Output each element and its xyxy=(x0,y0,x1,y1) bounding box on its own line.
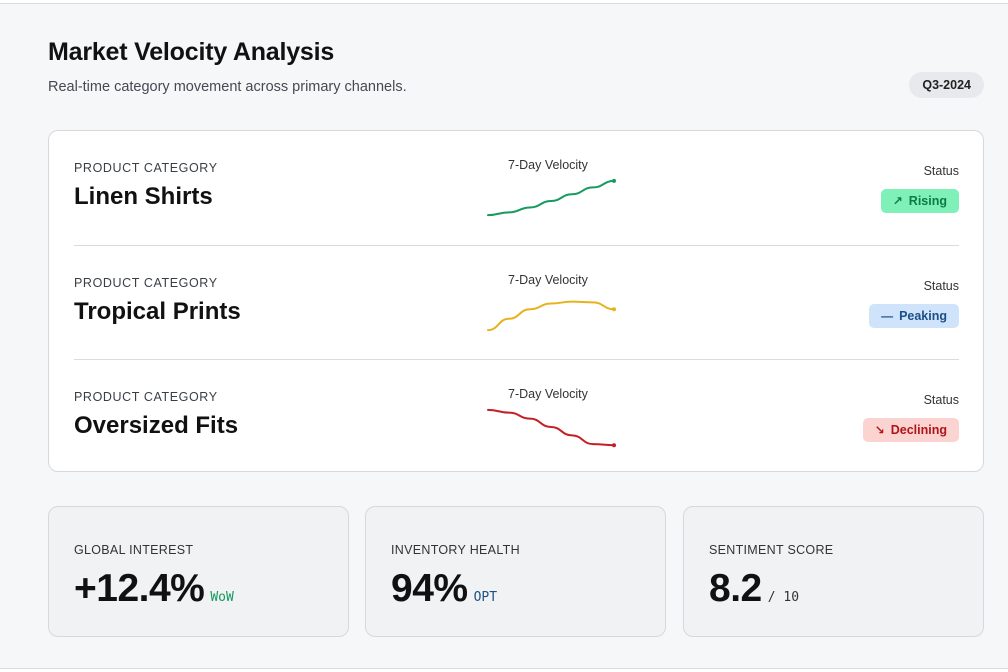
category-label: PRODUCT CATEGORY xyxy=(74,161,218,175)
category-label: PRODUCT CATEGORY xyxy=(74,390,218,404)
category-label: PRODUCT CATEGORY xyxy=(74,276,218,290)
velocity-sparkline xyxy=(487,300,616,332)
velocity-label: 7-Day Velocity xyxy=(508,387,588,401)
metric-value-line: +12.4% WoW xyxy=(74,567,234,611)
status-label: Status xyxy=(923,164,959,178)
metric-label: GLOBAL INTEREST xyxy=(74,543,194,557)
category-row-oversized-fits[interactable]: PRODUCT CATEGORY Oversized Fits 7-Day Ve… xyxy=(74,359,959,474)
sparkline-endpoint xyxy=(612,307,616,312)
category-name: Oversized Fits xyxy=(74,412,239,439)
metric-card-inventory-health: INVENTORY HEALTH 94% OPT xyxy=(365,506,666,637)
sparkline-endpoint xyxy=(612,178,616,183)
trend-down-icon: ↘ xyxy=(874,423,885,437)
metric-value: 94% xyxy=(391,567,468,610)
dashboard-frame: Market Velocity Analysis Real-time categ… xyxy=(0,3,1008,669)
status-text: Peaking xyxy=(899,309,947,323)
status-badge: ↗ Rising xyxy=(880,189,959,213)
status-text: Declining xyxy=(890,423,947,437)
metric-card-global-interest: GLOBAL INTEREST +12.4% WoW xyxy=(48,506,349,637)
status-label: Status xyxy=(923,279,959,293)
sparkline-path xyxy=(487,300,615,332)
status-badge: ↘ Declining xyxy=(862,418,959,442)
metric-value: +12.4% xyxy=(74,567,205,610)
metric-card-sentiment-score: SENTIMENT SCORE 8.2 / 10 xyxy=(683,506,984,637)
metric-unit: WoW xyxy=(210,590,234,605)
page-subtitle: Real-time category movement across prima… xyxy=(48,79,407,95)
metric-value-line: 8.2 / 10 xyxy=(709,567,799,611)
categories-card: PRODUCT CATEGORY Linen Shirts 7-Day Velo… xyxy=(48,130,984,472)
metric-label: SENTIMENT SCORE xyxy=(709,543,834,557)
status-badge: — Peaking xyxy=(869,304,959,328)
page-title: Market Velocity Analysis xyxy=(48,38,335,66)
category-row-tropical-prints[interactable]: PRODUCT CATEGORY Tropical Prints 7-Day V… xyxy=(74,245,959,360)
metric-value-line: 94% OPT xyxy=(391,567,497,611)
velocity-sparkline xyxy=(487,178,616,217)
status-label: Status xyxy=(923,393,959,407)
velocity-label: 7-Day Velocity xyxy=(508,158,588,172)
category-name: Tropical Prints xyxy=(74,298,241,325)
metric-value: 8.2 xyxy=(709,567,762,610)
status-text: Rising xyxy=(908,194,947,208)
metric-unit: OPT xyxy=(473,590,498,605)
sparkline-endpoint xyxy=(612,443,616,448)
metric-unit: / 10 xyxy=(767,590,800,605)
sparkline-path xyxy=(487,179,615,217)
category-name: Linen Shirts xyxy=(74,183,213,210)
velocity-sparkline xyxy=(487,408,616,448)
category-row-linen-shirts[interactable]: PRODUCT CATEGORY Linen Shirts 7-Day Velo… xyxy=(74,131,959,245)
velocity-label: 7-Day Velocity xyxy=(508,273,588,287)
quarter-badge[interactable]: Q3-2024 xyxy=(909,72,984,98)
sparkline-path xyxy=(487,408,615,447)
trend-up-icon: ↗ xyxy=(892,194,903,208)
metric-label: INVENTORY HEALTH xyxy=(391,543,520,557)
dash-icon: — xyxy=(881,309,894,323)
